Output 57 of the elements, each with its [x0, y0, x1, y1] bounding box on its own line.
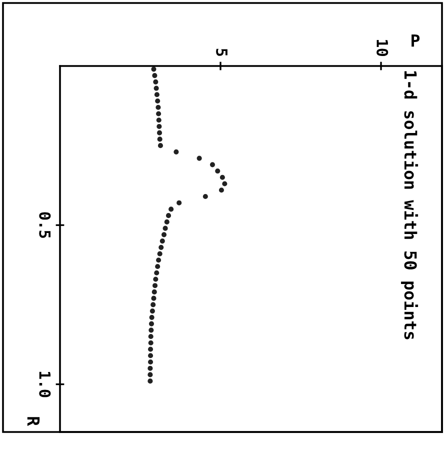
point: [150, 302, 156, 308]
point: [161, 232, 167, 238]
point: [155, 264, 160, 270]
point: [154, 92, 160, 98]
point: [220, 174, 225, 180]
point: [174, 149, 179, 154]
x-tick-label: 5: [216, 48, 228, 56]
point: [156, 124, 162, 129]
point: [149, 314, 154, 320]
point: [156, 130, 162, 136]
point: [158, 143, 164, 148]
point: [153, 276, 158, 282]
point: [155, 98, 160, 104]
y-tick-label: 1.0: [39, 372, 51, 398]
point: [154, 270, 160, 276]
point: [152, 73, 158, 78]
y-tick-label: 0.5: [39, 212, 51, 238]
point: [156, 118, 162, 123]
point: [148, 359, 154, 365]
text: 1-d solution with 50 points: [401, 71, 418, 340]
point: [152, 283, 158, 288]
point: [160, 238, 165, 244]
point: [148, 366, 153, 371]
point: [148, 328, 154, 333]
point: [164, 219, 170, 224]
point: [148, 378, 153, 384]
point: [168, 206, 174, 212]
point: [210, 162, 216, 168]
point: [150, 308, 155, 314]
point: [156, 111, 162, 116]
point: [153, 79, 158, 84]
point: [157, 136, 162, 142]
x-axis-title: P: [412, 34, 420, 47]
point: [222, 181, 228, 186]
point: [162, 226, 168, 231]
point: [176, 200, 182, 206]
point: [154, 86, 159, 91]
point: [151, 296, 156, 301]
y-axis-title: R: [27, 417, 40, 426]
point: [148, 353, 154, 358]
point: [148, 372, 153, 378]
point: [156, 104, 161, 110]
point: [157, 251, 162, 256]
point: [202, 194, 208, 200]
point: [215, 168, 220, 174]
point: [218, 188, 224, 193]
point: [151, 66, 156, 72]
point: [152, 289, 157, 294]
point: [156, 258, 162, 263]
point: [148, 334, 154, 340]
point: [148, 340, 154, 346]
x-tick-label: 10: [376, 40, 388, 56]
point: [196, 156, 202, 161]
point: [148, 321, 154, 326]
point: [148, 346, 154, 352]
point: [158, 244, 164, 250]
point: [166, 213, 172, 218]
